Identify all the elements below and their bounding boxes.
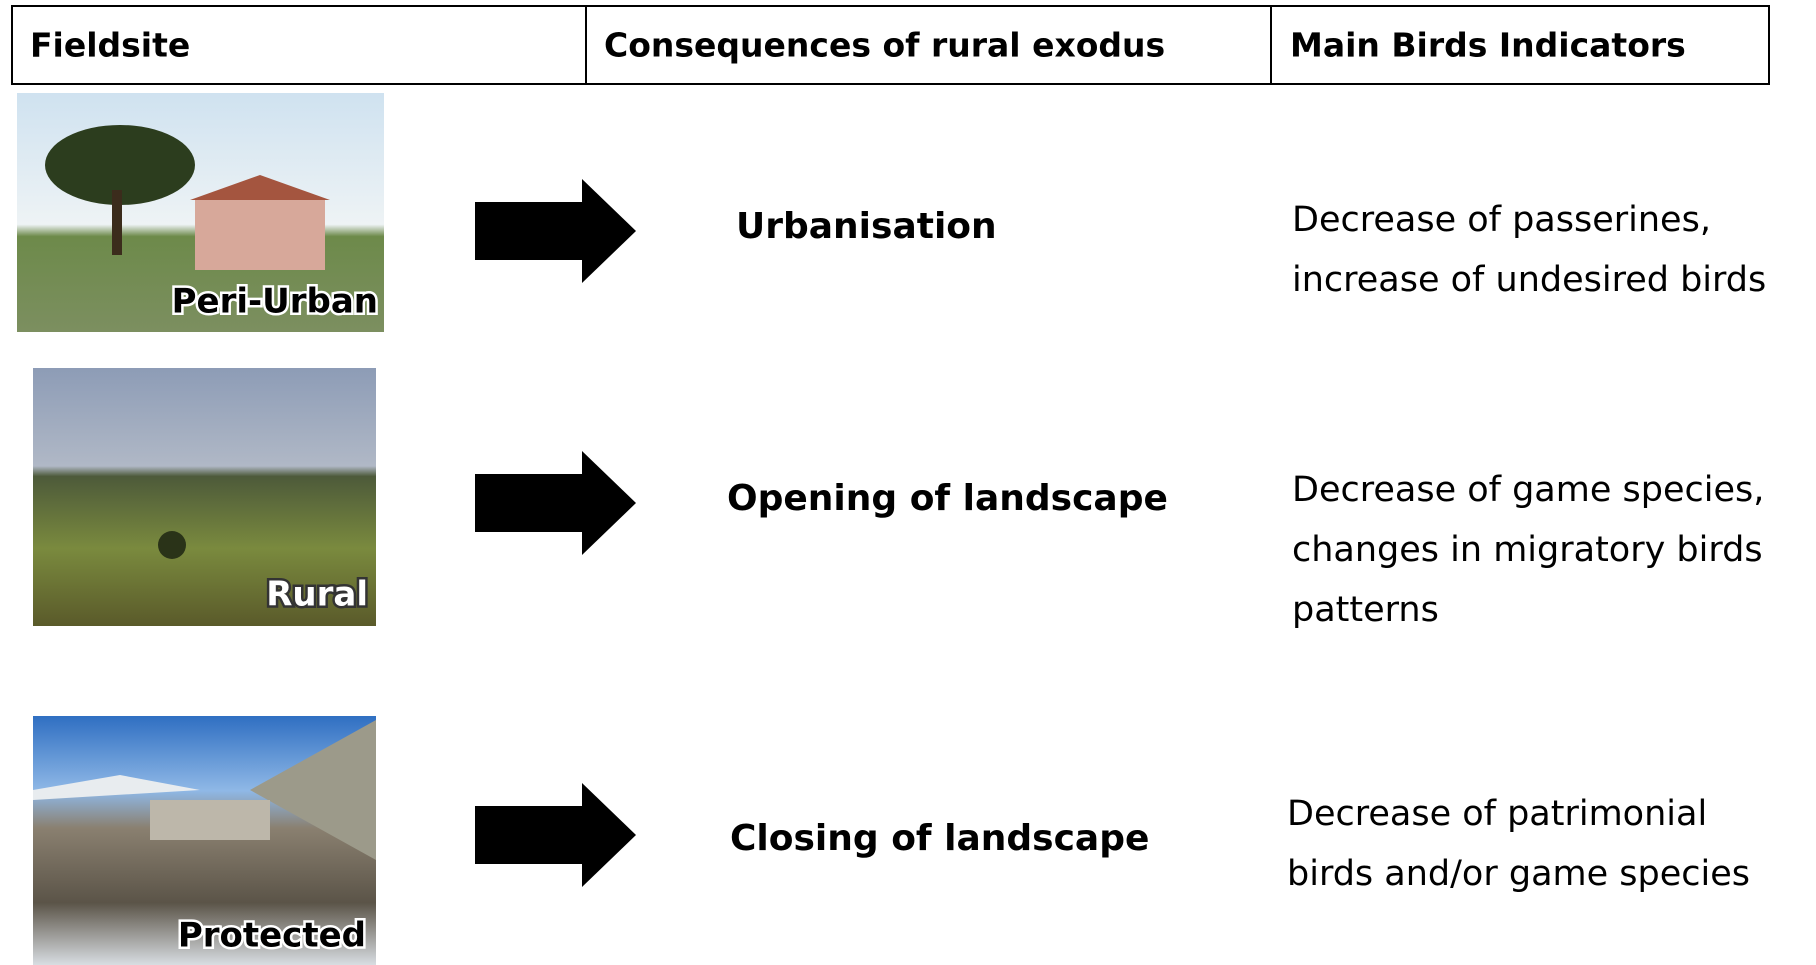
indicator-line: increase of undesired birds: [1292, 260, 1766, 300]
arrow: [475, 783, 636, 887]
photo-peri-urban: [17, 93, 384, 332]
indicator-line: patterns: [1292, 590, 1439, 630]
indicator-line: Decrease of patrimonial: [1287, 794, 1707, 834]
tree: [45, 125, 195, 205]
indicator-line: Decrease of game species,: [1292, 470, 1764, 510]
header-box: [11, 5, 1770, 85]
tree: [158, 531, 186, 559]
arrow: [475, 179, 636, 283]
village: [150, 800, 270, 840]
indicator-line: changes in migratory birds: [1292, 530, 1763, 570]
fieldsite-label: Rural: [266, 575, 368, 615]
indicator-line: birds and/or game species: [1287, 854, 1750, 894]
indicator-line: Decrease of passerines,: [1292, 200, 1711, 240]
house: [195, 200, 325, 270]
column-header: Fieldsite: [30, 26, 190, 65]
column-header: Main Birds Indicators: [1290, 26, 1686, 65]
column-header: Consequences of rural exodus: [604, 26, 1165, 65]
fieldsite-label: Protected: [178, 916, 366, 956]
snow-peaks: [33, 775, 200, 800]
photo-protected: [33, 716, 376, 965]
consequence: Closing of landscape: [730, 818, 1149, 859]
consequence: Urbanisation: [736, 206, 997, 247]
arrow: [475, 451, 636, 555]
header-row: [11, 5, 1770, 85]
trunk: [112, 190, 122, 255]
roof: [190, 175, 330, 200]
photo-rural: [33, 368, 376, 626]
photo: [33, 368, 376, 626]
consequence: Opening of landscape: [727, 478, 1168, 519]
fieldsite-label: Peri-Urban: [172, 282, 378, 322]
hillside: [250, 720, 376, 860]
arrows: [475, 179, 636, 887]
